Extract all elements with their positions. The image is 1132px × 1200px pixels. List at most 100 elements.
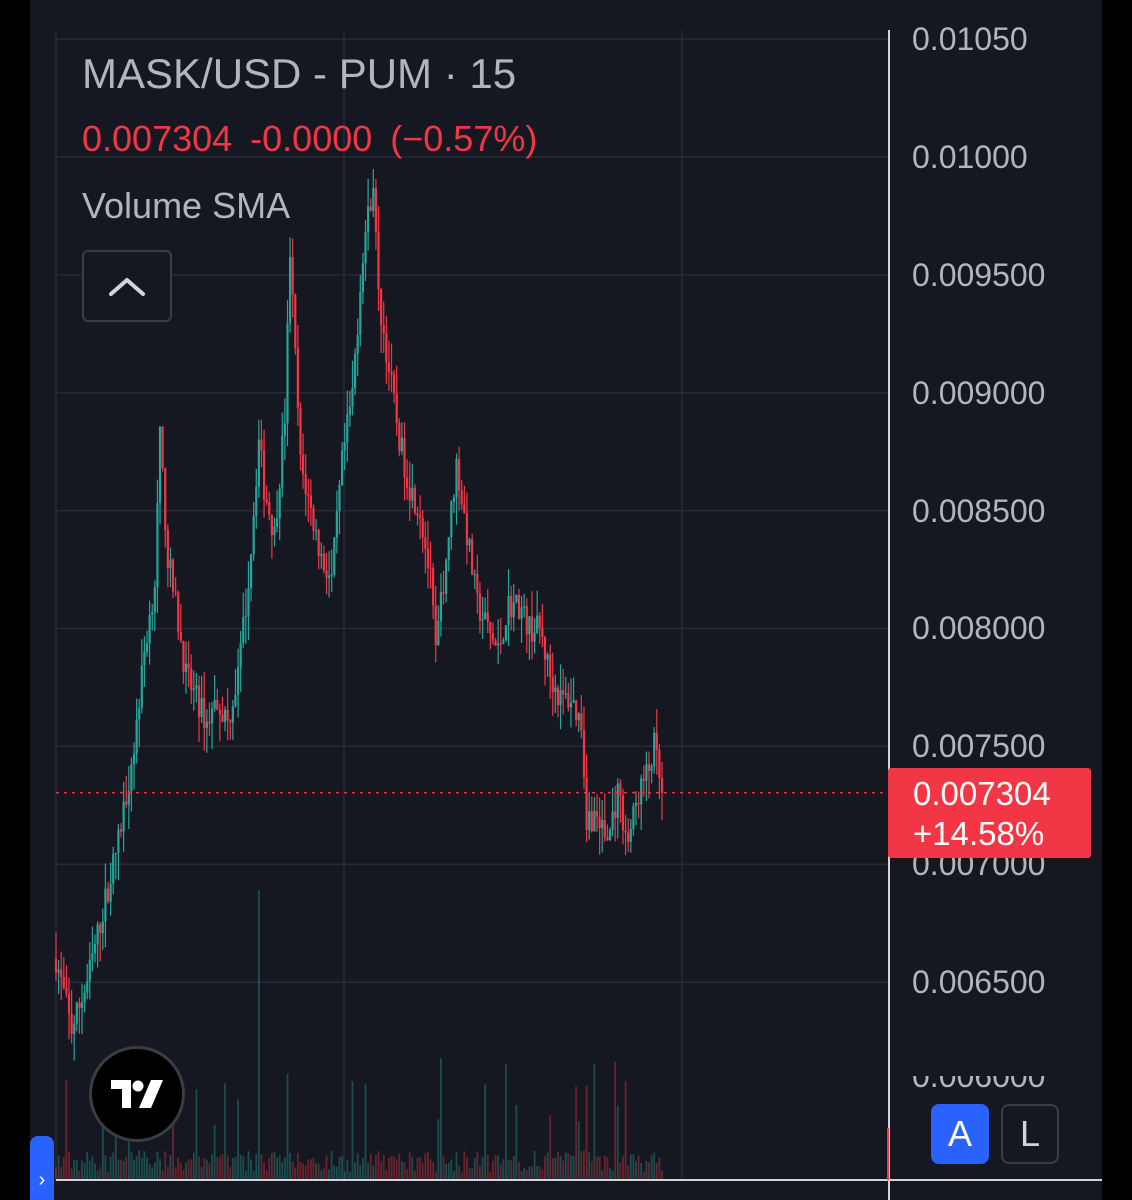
volume-bar	[442, 1156, 445, 1180]
volume-bar	[567, 1153, 570, 1180]
candle-down	[621, 795, 625, 831]
candle-down	[161, 426, 164, 468]
candle-up	[127, 790, 130, 805]
tv-logo-glyph	[111, 1080, 163, 1108]
volume-bar	[476, 1151, 479, 1180]
volume-bar	[518, 1162, 520, 1180]
candle-down	[660, 777, 664, 793]
candle-down	[296, 348, 299, 409]
chart-panel[interactable]	[30, 0, 1102, 1200]
candle-up	[559, 690, 562, 706]
volume-bar	[75, 1159, 78, 1180]
volume-bar	[153, 1162, 156, 1180]
candle-up	[359, 292, 362, 335]
candle-up	[213, 699, 216, 709]
candle-up	[210, 708, 214, 724]
volume-bar	[562, 1160, 565, 1180]
candle-down	[265, 499, 268, 503]
volume-bar	[421, 1163, 424, 1180]
candle-down	[374, 187, 378, 233]
candle-up	[275, 518, 279, 527]
candle-down	[598, 816, 601, 829]
volume-bar	[585, 1086, 588, 1180]
candle-down	[65, 988, 68, 994]
volume-bar	[450, 1159, 453, 1180]
volume-bar	[320, 1169, 323, 1180]
candle-up	[101, 921, 104, 934]
candle-up	[140, 665, 143, 708]
candle-up	[468, 539, 471, 546]
volume-bar	[151, 1167, 154, 1180]
candle-up	[130, 764, 133, 791]
volume-bar	[572, 1155, 575, 1180]
candle-down	[491, 633, 495, 641]
candle-up	[512, 602, 515, 618]
candle-down	[538, 615, 541, 628]
candle-down	[465, 513, 469, 546]
log-scale-button[interactable]: L	[1001, 1104, 1059, 1164]
candle-up	[239, 642, 242, 668]
volume-bar	[185, 1162, 187, 1180]
volume-bar	[239, 1154, 242, 1180]
candle-down	[190, 668, 193, 691]
volume-bar	[190, 1159, 193, 1180]
candle-down	[187, 663, 190, 669]
candle-up	[330, 574, 333, 576]
candle-up	[346, 414, 349, 443]
volume-bar	[182, 1169, 185, 1180]
candle-down	[369, 206, 372, 211]
candle-up	[169, 559, 172, 569]
candle-up	[223, 709, 227, 722]
candle-up	[481, 619, 484, 621]
volume-bar	[281, 1161, 284, 1180]
symbol-title[interactable]: MASK/USD - PUM · 15	[82, 50, 517, 97]
candle-up	[244, 615, 247, 617]
volume-bar	[460, 1171, 463, 1180]
candle-up	[151, 612, 154, 615]
tradingview-logo-icon[interactable]	[89, 1046, 185, 1142]
volume-bar	[330, 1150, 333, 1180]
candle-up	[515, 594, 518, 603]
volume-bar	[125, 1156, 128, 1180]
candle-up	[145, 643, 149, 653]
volume-bar	[218, 1156, 221, 1180]
indicator-label[interactable]: Volume SMA	[82, 185, 291, 226]
volume-bar	[546, 1152, 549, 1180]
side-panel-toggle[interactable]: ›	[30, 1136, 54, 1200]
volume-bar	[484, 1084, 487, 1180]
collapse-legend-button[interactable]	[82, 250, 172, 322]
candle-up	[122, 801, 125, 832]
volume-bar	[544, 1155, 546, 1180]
auto-scale-button[interactable]: A	[931, 1104, 989, 1164]
volume-bar	[104, 1155, 107, 1180]
volume-bar	[70, 1168, 73, 1180]
candle-up	[340, 450, 344, 486]
volume-bar	[510, 1160, 513, 1180]
candle-up	[546, 654, 549, 660]
volume-bar	[455, 1152, 458, 1180]
chevron-right-icon: ›	[38, 1169, 46, 1191]
candle-down	[268, 502, 271, 515]
candle-up	[588, 811, 591, 831]
candle-down	[637, 803, 640, 805]
candle-up	[411, 487, 414, 501]
volume-bar	[234, 1156, 237, 1180]
candle-down	[429, 567, 432, 569]
candle-down	[582, 730, 586, 778]
candle-down	[208, 721, 211, 724]
volume-bar	[302, 1163, 304, 1180]
volume-bar	[466, 1157, 468, 1180]
volume-bar	[570, 1155, 572, 1180]
current-price-tag: 0.007304 +14.58%	[888, 768, 1091, 858]
volume-bar	[393, 1156, 396, 1180]
volume-bar	[164, 1151, 167, 1180]
volume-bar	[653, 1152, 656, 1180]
volume-bar	[505, 1063, 507, 1180]
volume-bar	[159, 1158, 161, 1180]
volume-bar	[148, 1164, 151, 1180]
candle-down	[182, 640, 185, 673]
candle-up	[497, 643, 500, 646]
volume-bar	[57, 1155, 60, 1180]
volume-bar	[432, 1162, 435, 1180]
